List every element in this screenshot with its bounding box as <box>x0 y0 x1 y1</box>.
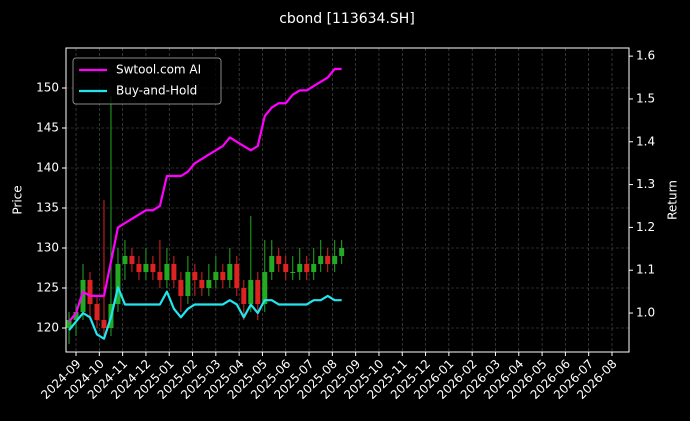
candle-body <box>199 280 205 288</box>
candle-body <box>339 248 345 256</box>
candle-body <box>206 280 212 288</box>
y-tick-label: 120 <box>36 321 59 335</box>
candle-body <box>269 256 275 272</box>
legend-label: Swtool.com AI <box>116 63 201 77</box>
y2-tick-label: 1.4 <box>636 134 655 148</box>
y2-tick-label: 1.3 <box>636 177 655 191</box>
candle-body <box>143 264 149 272</box>
candle-body <box>87 280 93 304</box>
candle-body <box>325 256 331 264</box>
y2-tick-label: 1.6 <box>636 49 655 63</box>
candle-body <box>304 264 310 272</box>
chart-title: cbond [113634.SH] <box>279 11 415 27</box>
candle-body <box>213 272 219 280</box>
candle-body <box>276 256 282 264</box>
candle-body <box>248 280 254 304</box>
y2-tick-label: 1.2 <box>636 220 655 234</box>
y2-tick-label: 1.0 <box>636 306 655 320</box>
candle-body <box>150 264 156 272</box>
y-tick-label: 135 <box>36 201 59 215</box>
candle-body <box>157 272 163 280</box>
candle-body <box>262 272 268 304</box>
series-line <box>68 286 342 340</box>
candle-body <box>297 264 303 272</box>
y-tick-label: 150 <box>36 81 59 95</box>
candle-body <box>73 312 79 320</box>
candle-body <box>192 272 198 280</box>
legend-label: Buy-and-Hold <box>116 84 197 98</box>
candle-body <box>311 264 317 272</box>
candle-body <box>164 264 170 280</box>
y2-axis-label: Return <box>666 180 680 220</box>
candle-body <box>227 264 233 280</box>
series-line <box>68 67 342 323</box>
y2-tick-label: 1.5 <box>636 91 655 105</box>
candle-body <box>332 256 338 264</box>
candle-body <box>171 264 177 280</box>
candle-body <box>80 280 86 312</box>
candle-body <box>101 320 107 328</box>
y-tick-label: 130 <box>36 241 59 255</box>
candle-body <box>283 264 289 272</box>
y-tick-label: 140 <box>36 161 59 175</box>
candle-body <box>178 280 184 296</box>
candle-body <box>122 256 128 264</box>
candle-body <box>220 272 226 280</box>
candle-body <box>66 320 72 328</box>
y-axis-label: Price <box>11 185 25 214</box>
candle-body <box>94 304 100 320</box>
candle-body <box>115 264 121 304</box>
legend-box <box>72 57 222 105</box>
candle-body <box>290 272 296 273</box>
candle-body <box>129 256 135 264</box>
candle-body <box>241 288 247 304</box>
y-tick-label: 145 <box>36 121 59 135</box>
candle-body <box>136 264 142 272</box>
candle-body <box>234 264 240 288</box>
y-tick-label: 125 <box>36 281 59 295</box>
candle-body <box>185 272 191 296</box>
y2-tick-label: 1.1 <box>636 263 655 277</box>
candle-body <box>318 256 324 264</box>
candle-body <box>255 280 261 304</box>
plot-frame <box>65 47 630 353</box>
